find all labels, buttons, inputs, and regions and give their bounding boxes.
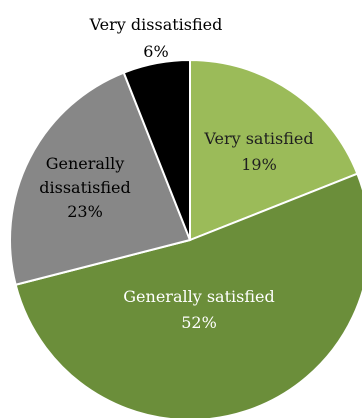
- pie-category-label: Generally: [46, 154, 124, 173]
- pie-labels: Very satisfied 19%Generally satisfied 52%G…: [39, 15, 313, 332]
- pie-category-label: Generally satisfied: [123, 287, 274, 306]
- pie-slice-generally-satisfied: [14, 172, 362, 418]
- pie-category-label: Very dissatisfied: [89, 15, 223, 34]
- pie-value-label: 19%: [241, 155, 277, 174]
- pie-category-label: dissatisfied: [39, 178, 130, 197]
- pie-label-generally-satisfied: Generally satisfied 52%: [123, 287, 274, 332]
- pie-value-label: 6%: [143, 42, 168, 61]
- pie-label-very-satisfied: Very satisfied 19%: [203, 129, 313, 174]
- pie-value-label: 52%: [181, 313, 217, 332]
- pie-label-generally-dissatisfied: Generally dissatisfied 23%: [39, 154, 130, 221]
- pie-label-very-dissatisfied: Very dissatisfied 6%: [89, 15, 223, 61]
- pie-slice-very-satisfied: [189, 58, 359, 242]
- pie-category-label: Very satisfied: [203, 129, 313, 148]
- pie-slices: [9, 58, 362, 418]
- pie-slice-very-dissatisfied: [122, 58, 191, 241]
- pie-value-label: 23%: [67, 202, 103, 221]
- pie-slice-generally-dissatisfied: [9, 71, 192, 286]
